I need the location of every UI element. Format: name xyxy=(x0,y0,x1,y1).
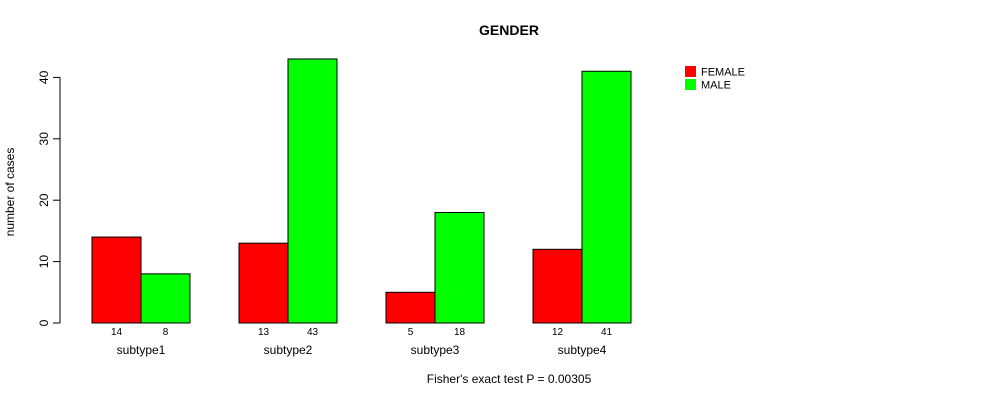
y-tick-label-10: 10 xyxy=(37,255,51,269)
legend-swatch-male xyxy=(685,79,696,90)
bar-subtype3-male xyxy=(434,211,485,324)
value-labels-group: 14 8 13 43 5 18 12 41 xyxy=(111,327,613,338)
value-label-subtype1-female: 14 xyxy=(111,327,123,338)
y-tick-label-0: 0 xyxy=(37,319,51,326)
bar-subtype4-male xyxy=(581,70,632,324)
category-label-subtype1: subtype1 xyxy=(117,343,166,357)
y-axis: 0 10 20 30 40 xyxy=(37,70,61,326)
bar-subtype1-female xyxy=(91,236,142,324)
bar-subtype2-male xyxy=(287,58,338,324)
category-label-subtype4: subtype4 xyxy=(558,343,607,357)
value-label-subtype1-male: 8 xyxy=(163,327,169,338)
fisher-test-footnote: Fisher's exact test P = 0.00305 xyxy=(427,372,592,386)
value-label-subtype3-male: 18 xyxy=(454,327,466,338)
legend-swatch-female xyxy=(685,66,696,77)
legend-label-male: MALE xyxy=(701,80,731,92)
y-tick-label-20: 20 xyxy=(37,193,51,207)
category-label-subtype2: subtype2 xyxy=(264,343,313,357)
y-axis-label: number of cases xyxy=(3,148,17,237)
legend-label-female: FEMALE xyxy=(701,67,745,79)
y-tick-label-40: 40 xyxy=(37,70,51,84)
category-label-subtype3: subtype3 xyxy=(411,343,460,357)
value-label-subtype4-male: 41 xyxy=(601,327,613,338)
bar-subtype3-female xyxy=(385,291,436,324)
bar-subtype4-female xyxy=(532,248,583,324)
bars-group xyxy=(91,58,632,324)
bar-subtype1-male xyxy=(140,273,191,324)
bar-subtype2-female xyxy=(238,242,289,324)
chart-title: GENDER xyxy=(479,22,539,38)
value-label-subtype2-male: 43 xyxy=(307,327,319,338)
value-label-subtype3-female: 5 xyxy=(408,327,414,338)
category-labels-group: subtype1 subtype2 subtype3 subtype4 xyxy=(117,343,607,357)
value-label-subtype4-female: 12 xyxy=(552,327,564,338)
y-tick-label-30: 30 xyxy=(37,132,51,146)
value-label-subtype2-female: 13 xyxy=(258,327,270,338)
